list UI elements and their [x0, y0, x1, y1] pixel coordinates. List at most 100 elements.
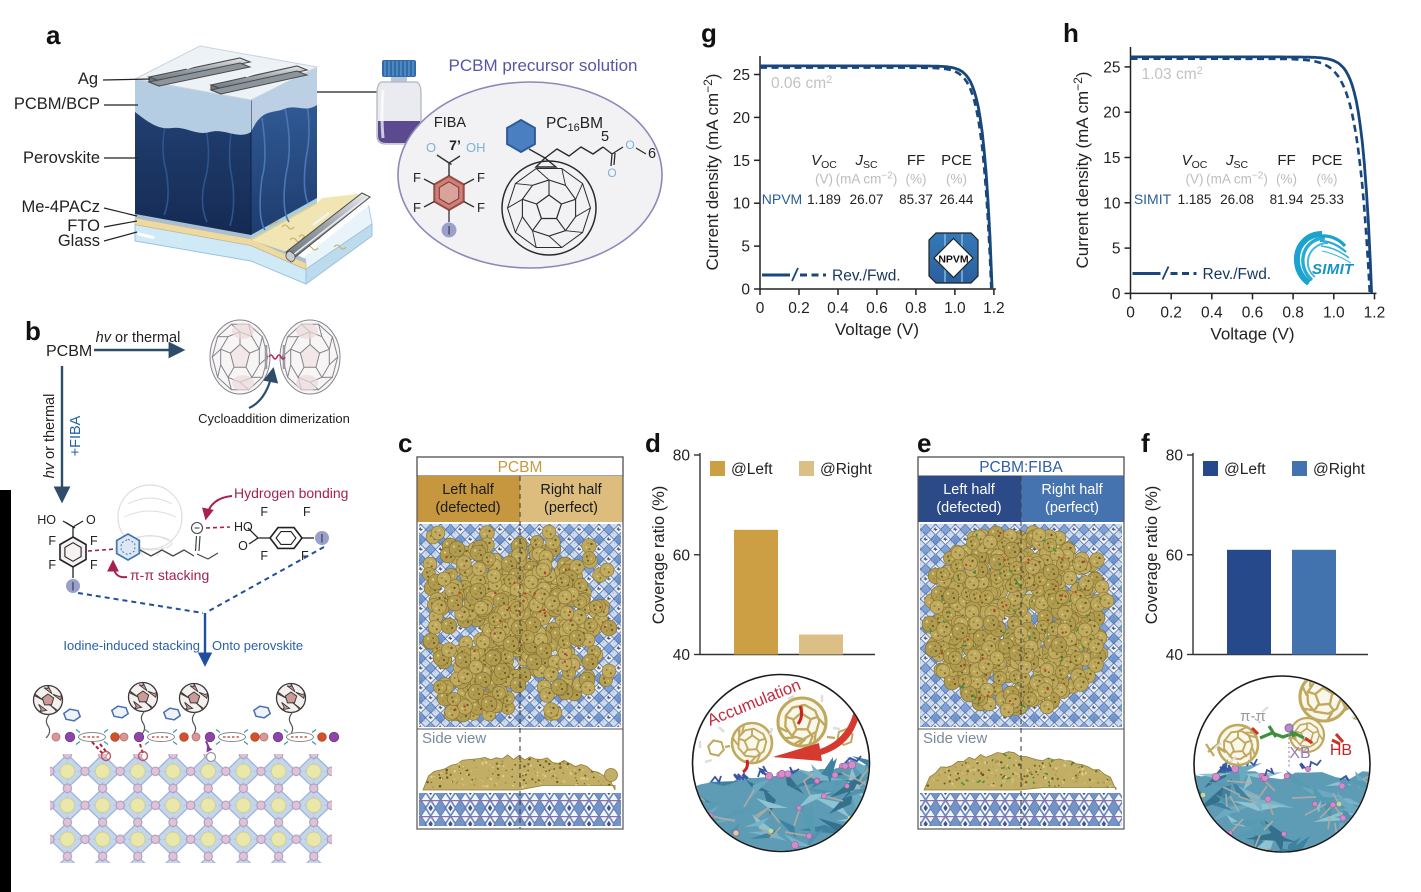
svg-text:Ag: Ag [78, 70, 98, 88]
svg-text:F: F [301, 549, 309, 563]
svg-text:Right half: Right half [540, 482, 602, 498]
svg-text:F: F [303, 505, 311, 519]
svg-text:NPVM: NPVM [938, 254, 969, 266]
svg-text:VOC: VOC [1182, 152, 1208, 171]
svg-text:VOC: VOC [811, 152, 837, 171]
svg-text:Voltage (V): Voltage (V) [1210, 324, 1294, 343]
svg-text:40: 40 [1166, 647, 1184, 664]
svg-text:80: 80 [673, 448, 691, 465]
svg-text:(%): (%) [946, 172, 967, 187]
svg-text:10: 10 [1103, 195, 1121, 212]
svg-text:1.189: 1.189 [807, 192, 841, 207]
svg-text:Coverage ratio (%): Coverage ratio (%) [650, 486, 668, 624]
svg-text:OH: OH [466, 140, 486, 155]
svg-text:Left half: Left half [442, 482, 495, 498]
svg-text:80: 80 [1166, 448, 1184, 465]
svg-text:1.2: 1.2 [983, 300, 1005, 317]
svg-text:15: 15 [1103, 150, 1120, 167]
svg-text:25: 25 [1103, 59, 1120, 76]
svg-text:Onto perovskite: Onto perovskite [212, 638, 303, 653]
svg-text:(perfect): (perfect) [1045, 500, 1099, 516]
svg-text:26.07: 26.07 [850, 192, 884, 207]
svg-text:60: 60 [1166, 547, 1184, 564]
svg-text:g: g [701, 18, 717, 48]
svg-text:e: e [917, 428, 931, 458]
svg-text:1.0: 1.0 [944, 300, 966, 317]
svg-text:XB: XB [1289, 745, 1310, 762]
svg-text:5: 5 [741, 239, 750, 256]
svg-text:F: F [48, 558, 56, 572]
svg-text:PCBM:FIBA: PCBM:FIBA [979, 459, 1063, 476]
svg-text:HO: HO [234, 520, 253, 534]
svg-text:hv or thermal: hv or thermal [42, 394, 58, 479]
svg-text:O: O [86, 513, 96, 527]
svg-text:20: 20 [1103, 105, 1121, 122]
svg-text:Cycloaddition dimerization: Cycloaddition dimerization [198, 411, 350, 426]
svg-text:F: F [413, 170, 421, 185]
svg-text:(%): (%) [1276, 172, 1297, 187]
svg-text:@Left: @Left [1224, 461, 1266, 478]
svg-text:0.2: 0.2 [788, 300, 810, 317]
svg-text:F: F [90, 534, 98, 548]
svg-text:0: 0 [756, 300, 765, 317]
svg-text:PCBM: PCBM [46, 343, 92, 360]
svg-text:F: F [260, 505, 268, 519]
svg-text:25.33: 25.33 [1310, 192, 1344, 207]
svg-text:Current density (mA cm−2): Current density (mA cm−2) [1071, 72, 1092, 269]
svg-text:(%): (%) [906, 172, 927, 187]
svg-text:a: a [46, 20, 61, 50]
svg-text:0: 0 [1112, 286, 1121, 303]
svg-text:FTO: FTO [67, 217, 100, 235]
svg-text:Rev./Fwd.: Rev./Fwd. [1203, 266, 1272, 283]
svg-text:0: 0 [741, 282, 750, 299]
svg-text:I: I [447, 224, 450, 238]
svg-text:0.6: 0.6 [1242, 304, 1264, 321]
svg-text:PC16BM: PC16BM [546, 115, 603, 134]
svg-text:HO: HO [37, 513, 56, 527]
svg-text:π-π: π-π [1240, 708, 1266, 725]
svg-text:(%): (%) [1317, 172, 1338, 187]
svg-text:h: h [1063, 18, 1079, 48]
svg-text:25: 25 [733, 67, 750, 84]
svg-text:(defected): (defected) [435, 500, 500, 516]
svg-text:@Left: @Left [731, 461, 773, 478]
svg-text:0.2: 0.2 [1160, 304, 1182, 321]
svg-text:(perfect): (perfect) [544, 500, 598, 516]
svg-text:1.185: 1.185 [1178, 192, 1212, 207]
svg-text:81.94: 81.94 [1270, 192, 1304, 207]
svg-text:0.4: 0.4 [1201, 304, 1223, 321]
svg-text:1.03 cm2: 1.03 cm2 [1142, 65, 1203, 83]
svg-text:0.8: 0.8 [1282, 304, 1304, 321]
svg-text:F: F [90, 558, 98, 572]
svg-text:SIMIT: SIMIT [1134, 191, 1172, 207]
svg-text:@Right: @Right [1313, 461, 1366, 478]
svg-text:Side view: Side view [422, 730, 486, 747]
svg-text:1.2: 1.2 [1364, 304, 1386, 321]
svg-text:0.8: 0.8 [905, 300, 927, 317]
svg-text:Voltage (V): Voltage (V) [835, 320, 919, 339]
svg-text:1.0: 1.0 [1323, 304, 1345, 321]
svg-text:HB: HB [1330, 742, 1352, 759]
svg-text:b: b [25, 316, 41, 346]
svg-text:Rev./Fwd.: Rev./Fwd. [832, 268, 901, 285]
svg-text:26.44: 26.44 [940, 192, 974, 207]
svg-text:Right half: Right half [1041, 482, 1103, 498]
svg-text:(V): (V) [1186, 172, 1204, 187]
svg-text:40: 40 [673, 647, 691, 664]
svg-text:@Right: @Right [820, 461, 873, 478]
svg-text:d: d [645, 428, 661, 458]
svg-text:Glass: Glass [58, 232, 100, 250]
svg-text:F: F [48, 534, 56, 548]
svg-text:Side view: Side view [923, 730, 987, 747]
svg-text:I: I [71, 582, 74, 594]
svg-text:(defected): (defected) [936, 500, 1001, 516]
svg-text:(V): (V) [815, 172, 833, 187]
svg-text:F: F [413, 200, 421, 215]
svg-text:5: 5 [1112, 241, 1121, 258]
svg-text:7’: 7’ [449, 137, 461, 153]
svg-text:85.37: 85.37 [899, 192, 933, 207]
svg-text:0.06 cm2: 0.06 cm2 [771, 74, 832, 92]
svg-text:0: 0 [1126, 304, 1135, 321]
svg-text:Current density (mA cm−2): Current density (mA cm−2) [701, 74, 722, 271]
svg-text:PCBM: PCBM [498, 459, 543, 476]
